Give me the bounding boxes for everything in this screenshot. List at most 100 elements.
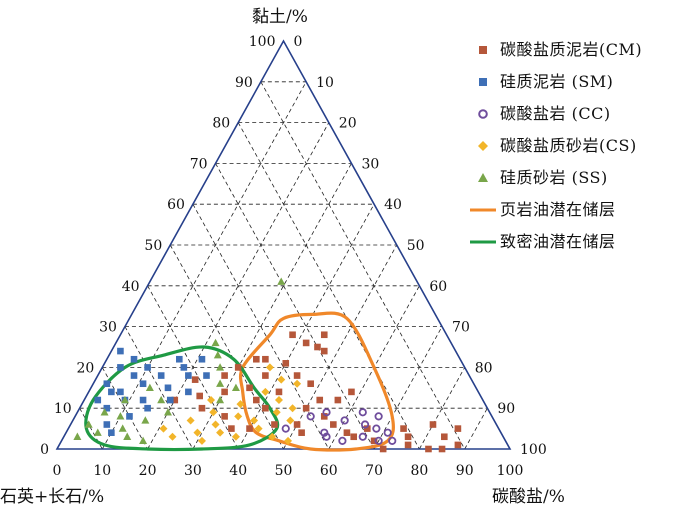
data-point-s3-1: [209, 408, 218, 417]
data-point-s3-5: [231, 432, 240, 441]
tick-label-quartz-feldspar: 60: [429, 279, 447, 295]
quartz-feldspar-axis-title: 石英+长石/%: [0, 487, 105, 507]
tick-label-clay: 90: [235, 75, 253, 91]
tick-label-quartz-feldspar: 80: [475, 360, 493, 376]
legend-label-shale-oil: 页岩油潜在储层: [500, 200, 616, 219]
grid-line-quartz-30: [215, 163, 375, 450]
tick-label-quartz-feldspar: 30: [361, 156, 379, 172]
data-point-s2-1: [306, 412, 315, 421]
legend-line-tight-oil: [470, 240, 496, 244]
data-point-s3-15: [236, 400, 245, 409]
tick-label-carbonate: 80: [410, 463, 428, 479]
data-point-s4-5: [141, 416, 150, 424]
grid-line-quartz-70: [124, 326, 194, 450]
data-point-s1-13: [176, 355, 183, 363]
tick-label-clay: 100: [249, 34, 276, 50]
data-point-s2-5: [338, 436, 347, 445]
carbonate-axis-title: 碳酸盐/%: [492, 487, 565, 507]
data-point-s4-3: [118, 424, 127, 432]
data-point-s4-15: [216, 395, 225, 404]
grid-line-quartz-60: [147, 285, 239, 450]
data-point-s2-2: [322, 408, 331, 417]
data-point-s0-12: [316, 396, 324, 404]
data-point-s0-39: [438, 445, 446, 453]
data-point-s1-6: [130, 372, 138, 379]
data-point-s4-7: [145, 383, 154, 391]
tick-label-carbonate: 60: [320, 463, 338, 479]
data-point-s4-8: [157, 395, 166, 404]
data-point-s1-9: [144, 364, 151, 371]
tick-label-quartz-feldspar: 90: [497, 401, 515, 417]
data-point-s1-23: [198, 355, 206, 363]
data-point-s0-8: [314, 343, 321, 351]
data-point-s0-10: [293, 372, 301, 379]
data-point-s3-9: [268, 432, 277, 441]
data-point-s0-3: [282, 360, 290, 367]
data-point-s1-21: [103, 421, 111, 428]
data-point-s2-0: [281, 424, 290, 433]
tick-label-carbonate: 70: [365, 463, 383, 479]
data-point-s3-17: [274, 396, 283, 405]
data-point-s1-11: [139, 396, 147, 404]
data-point-s3-7: [254, 424, 263, 433]
data-point-s0-23: [221, 413, 228, 420]
data-point-s1-18: [185, 388, 192, 396]
legend-label-tight-oil: 致密油潜在储层: [500, 232, 616, 251]
data-point-s0-15: [330, 421, 337, 428]
data-point-s1-1: [117, 364, 124, 371]
tick-label-carbonate: 20: [139, 463, 157, 479]
tick-label-carbonate: 10: [93, 463, 111, 479]
data-point-s1-0: [117, 347, 124, 355]
data-point-s3-23: [193, 428, 202, 437]
data-point-s0-43: [275, 388, 283, 396]
data-point-s4-10: [139, 436, 148, 445]
data-point-s3-4: [234, 412, 243, 421]
data-point-s0-1: [253, 355, 260, 363]
data-point-s1-24: [203, 372, 210, 379]
data-point-s0-24: [271, 421, 278, 428]
data-point-s1-17: [185, 372, 192, 379]
data-point-s0-47: [348, 388, 355, 396]
data-point-s3-6: [250, 416, 259, 425]
data-point-s3-20: [277, 375, 286, 384]
tick-label-carbonate: 0: [53, 463, 62, 479]
data-point-s2-9: [372, 424, 381, 433]
grid-line-quartz-10: [260, 81, 466, 450]
reservoir-envelopes: [84, 311, 395, 452]
tick-label-carbonate: 100: [497, 463, 524, 479]
tick-label-clay: 70: [190, 156, 208, 172]
grid-line-carbonate-50: [283, 244, 398, 450]
grid-line-carbonate-40: [237, 204, 375, 450]
legend-marker-cs: [478, 141, 488, 151]
tick-label-clay: 60: [167, 197, 185, 213]
data-point-s2-11: [374, 412, 383, 421]
data-point-s0-40: [454, 441, 462, 449]
data-point-s2-6: [358, 408, 367, 417]
tick-label-clay: 40: [122, 279, 140, 295]
data-point-s4-16: [231, 383, 240, 391]
tick-label-carbonate: 30: [184, 463, 202, 479]
data-point-s2-10: [374, 436, 383, 445]
data-point-s0-5: [221, 372, 228, 379]
tick-label-quartz-feldspar: 20: [339, 116, 357, 132]
data-point-s4-4: [123, 432, 132, 440]
data-point-s0-37: [429, 421, 437, 428]
data-point-s3-2: [211, 420, 220, 429]
data-point-s4-11: [211, 338, 220, 347]
data-point-s3-21: [265, 363, 274, 372]
data-point-s4-17: [277, 277, 286, 285]
data-point-s0-29: [350, 433, 358, 441]
data-point-s2-4: [340, 416, 349, 425]
data-point-s0-0: [289, 331, 296, 339]
grid-line-carbonate-90: [464, 408, 488, 450]
data-point-s1-25: [130, 355, 138, 363]
triangle-frame: [55, 39, 512, 450]
data-point-s0-28: [343, 429, 351, 436]
tick-label-quartz-feldspar: 100: [520, 442, 547, 458]
data-point-s0-27: [298, 429, 305, 436]
data-point-s0-30: [364, 425, 371, 432]
data-point-s0-38: [441, 433, 448, 441]
data-point-s4-19: [100, 408, 109, 416]
data-point-s4-12: [213, 350, 222, 359]
